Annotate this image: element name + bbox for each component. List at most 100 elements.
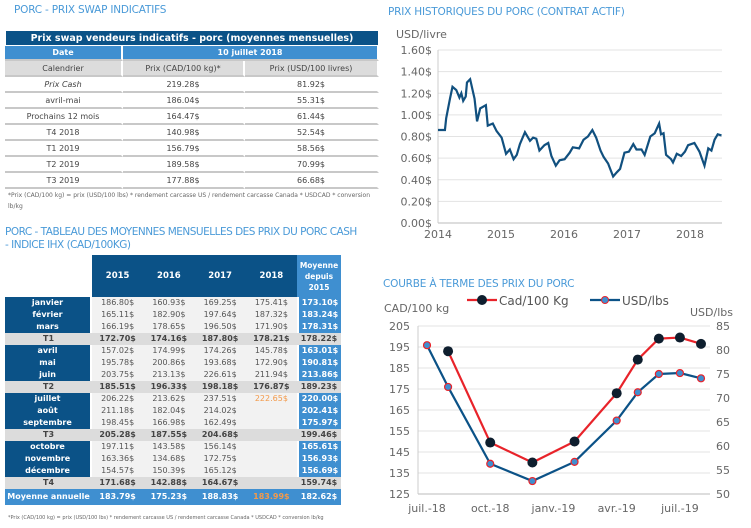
left-tick-label: 195 — [389, 341, 410, 354]
table-cell: 134.68$ — [143, 453, 195, 465]
swap-table-title: Prix swap vendeurs indicatifs - porc (mo… — [5, 30, 379, 46]
row-label: T1 — [5, 333, 92, 345]
swap-table: Prix swap vendeurs indicatifs - porc (mo… — [5, 30, 379, 189]
row-label: novembre — [5, 453, 92, 465]
table-cell: 157.02$ — [92, 345, 144, 357]
table-row: avril-mai 186.04$ 55.31$ — [5, 93, 379, 109]
table-cell: 197.64$ — [194, 309, 246, 321]
left-tick-label: 155 — [389, 425, 410, 438]
table-cell: 156.79$ — [123, 141, 246, 157]
table-row: Prochains 12 mois 164.47$ 61.44$ — [5, 109, 379, 125]
month-row: février 165.11$ 182.90$ 197.64$ 187.32$ 183.2… — [5, 309, 341, 321]
table-cell: 165.12$ — [194, 465, 246, 477]
right-tick-label: 60 — [716, 440, 730, 453]
table-cell: 196.50$ — [194, 321, 246, 333]
table-cell: 186.80$ — [92, 297, 144, 309]
row-label: février — [5, 309, 92, 321]
table-cell: 198.18$ — [194, 381, 246, 393]
table-cell: 162.49$ — [194, 417, 246, 429]
data-point — [633, 388, 642, 397]
data-point — [443, 382, 453, 392]
swap-heading: PORC - PRIX SWAP INDICATIFS — [14, 4, 167, 16]
table-cell — [245, 429, 297, 441]
left-tick-label: 185 — [389, 362, 410, 375]
table-cell: 187.80$ — [194, 333, 246, 345]
table-cell: 190.81$ — [297, 357, 341, 369]
right-tick-label: 80 — [716, 344, 730, 357]
legend-label: Cad/100 Kg — [499, 294, 569, 308]
table-cell: 143.58$ — [143, 441, 195, 453]
table-cell: 213.86$ — [297, 369, 341, 381]
row-label: mai — [5, 357, 92, 369]
data-point — [528, 476, 537, 486]
left-tick-label: 125 — [389, 488, 410, 501]
table-cell: 188.83$ — [194, 489, 246, 505]
data-point — [570, 457, 579, 466]
data-point — [485, 437, 496, 448]
table-cell: 176.87$ — [245, 381, 297, 393]
column-header: Prix (CAD/100 kg)* — [123, 61, 246, 77]
data-point — [422, 341, 432, 350]
table-row: Prix Cash 219.28$ 81.92$ — [5, 77, 379, 93]
data-point — [654, 369, 663, 379]
month-row: décembre 154.57$ 150.39$ 165.12$ 156.69$ — [5, 465, 341, 477]
x-tick-label: juil.-18 — [407, 502, 446, 515]
table-cell: T4 2018 — [5, 125, 123, 141]
data-point — [696, 338, 706, 349]
data-point — [612, 416, 621, 425]
table-cell: 198.45$ — [92, 417, 144, 429]
row-label: décembre — [5, 465, 92, 477]
table-cell — [245, 453, 297, 465]
month-row: juin 203.75$ 213.13$ 226.61$ 211.94$ 213.86$ — [5, 369, 341, 381]
table-cell: 193.68$ — [194, 357, 246, 369]
table-cell: 169.25$ — [194, 297, 246, 309]
x-tick-label: oct.-18 — [471, 502, 510, 515]
table-cell: 205.28$ — [92, 429, 144, 441]
historical-chart-title: PRIX HISTORIQUES DU PORC (CONTRAT ACTIF) — [388, 6, 625, 18]
column-header: 2018 — [245, 255, 297, 297]
x-tick-label: janv.-19 — [531, 502, 576, 515]
table-cell: 222.65$ — [245, 393, 297, 405]
table-cell: 174.16$ — [143, 333, 195, 345]
table-cell: Prochains 12 mois — [5, 109, 123, 125]
y-tick-label: 1.00$ — [401, 109, 433, 122]
table-cell: 183.99$ — [245, 489, 297, 505]
month-row: janvier 186.80$ 160.93$ 169.25$ 175.41$ 173.1… — [5, 297, 341, 309]
table-cell: 160.93$ — [143, 297, 195, 309]
table-cell: 187.32$ — [245, 309, 297, 321]
swap-footnote: *Prix (CAD/100 kg) = prix (USD/100 lbs) … — [8, 192, 371, 210]
table-cell: 189.58$ — [123, 157, 246, 173]
table-row: T4 2018 140.98$ 52.54$ — [5, 125, 379, 141]
row-label: T4 — [5, 477, 92, 489]
table-cell: 200.86$ — [143, 357, 195, 369]
table-cell: 174.26$ — [194, 345, 246, 357]
table-cell: 197.11$ — [92, 441, 144, 453]
left-tick-label: 145 — [389, 446, 410, 459]
table-cell: 178.22$ — [297, 333, 341, 345]
table-cell: 178.31$ — [297, 321, 341, 333]
x-tick-label: 2017 — [613, 228, 641, 241]
right-tick-label: 50 — [716, 488, 730, 501]
left-tick-label: 135 — [389, 467, 410, 480]
table-cell: 164.47$ — [123, 109, 246, 125]
monthly-heading: PORC - TABLEAU DES MOYENNES MENSUELLES D… — [5, 226, 357, 251]
x-tick-label: 2016 — [550, 228, 578, 241]
data-point — [632, 354, 643, 365]
monthly-table: 2015 2016 2017 2018 Moyenne depuis 2015 … — [5, 255, 341, 505]
table-cell: 237.51$ — [194, 393, 246, 405]
table-cell: 145.78$ — [245, 345, 297, 357]
table-cell: 66.68$ — [245, 173, 379, 189]
table-cell: 140.98$ — [123, 125, 246, 141]
table-cell: 213.13$ — [143, 369, 195, 381]
table-cell — [245, 417, 297, 429]
table-cell: 177.88$ — [123, 173, 246, 189]
right-tick-label: 65 — [716, 416, 730, 429]
table-cell: 213.62$ — [143, 393, 195, 405]
table-cell — [245, 465, 297, 477]
table-cell: 204.68$ — [194, 429, 246, 441]
quarter-row: T2 185.51$ 196.33$ 198.18$ 176.87$ 189.23$ — [5, 381, 341, 393]
table-cell: 156.93$ — [297, 453, 341, 465]
table-cell: 175.23$ — [143, 489, 195, 505]
table-cell: 171.90$ — [245, 321, 297, 333]
table-cell: 150.39$ — [143, 465, 195, 477]
